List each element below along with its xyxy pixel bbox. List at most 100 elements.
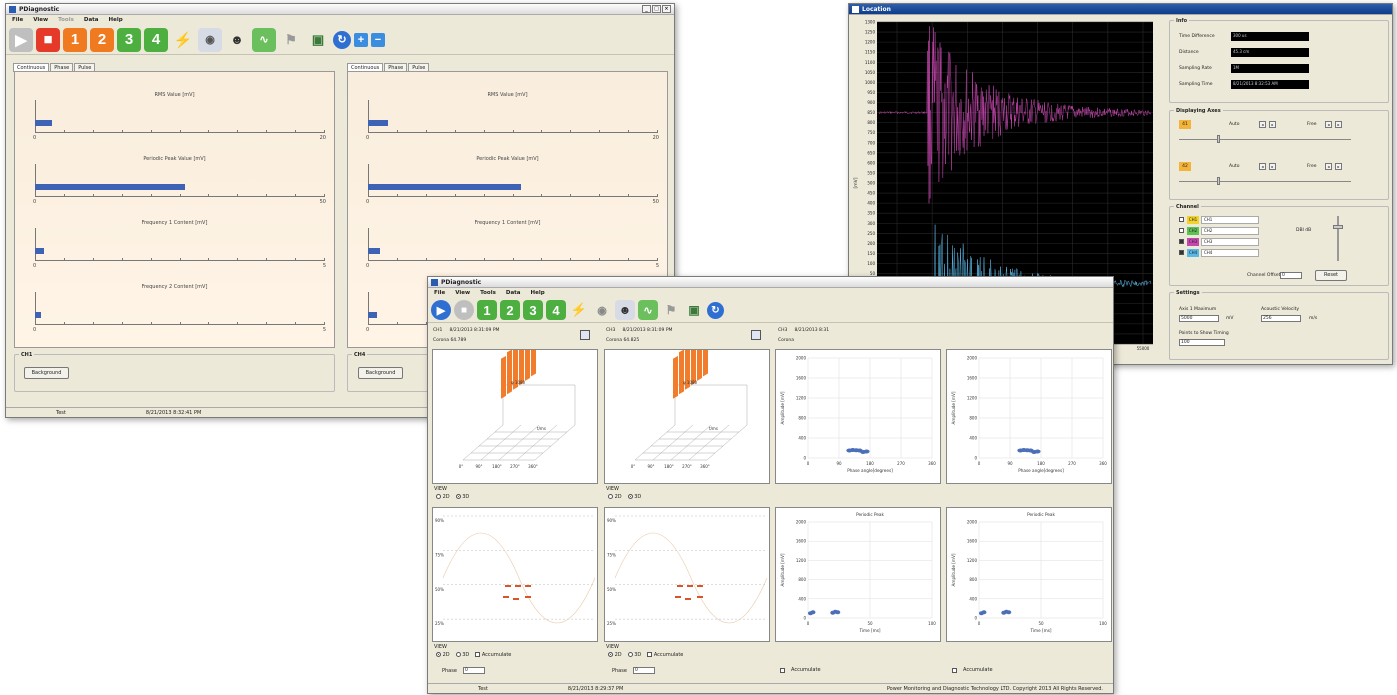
option-2d[interactable]: 2D xyxy=(436,652,450,658)
axis-max-select[interactable]: 5000 xyxy=(1179,315,1219,322)
accumulate-checkbox[interactable]: Accumulate xyxy=(475,652,511,658)
save-icon[interactable]: ▣ xyxy=(311,31,325,47)
menu-view[interactable]: View xyxy=(33,17,49,23)
tab-phase[interactable]: Phase xyxy=(50,63,74,72)
menu-file[interactable]: File xyxy=(434,290,446,296)
phase-pattern-ch1[interactable]: 90% 75% 50% 25% xyxy=(432,507,598,642)
step-left-icon[interactable]: ◂ xyxy=(1259,163,1266,170)
channel-checkbox[interactable] xyxy=(1179,239,1184,244)
menu-file[interactable]: File xyxy=(12,17,24,23)
lightning-icon[interactable]: ⚡ xyxy=(570,302,588,317)
save-icon[interactable]: ▣ xyxy=(688,303,700,317)
menu-help[interactable]: Help xyxy=(108,17,123,23)
menu-tools[interactable]: Tools xyxy=(480,290,496,296)
user-icon[interactable]: ☻ xyxy=(230,32,244,47)
menu-help[interactable]: Help xyxy=(530,290,545,296)
tab-continuous[interactable]: Continuous xyxy=(13,63,50,72)
step-left-icon[interactable]: ◂ xyxy=(1325,121,1332,128)
accumulate-checkbox[interactable]: Accumulate xyxy=(647,652,683,658)
close-icon[interactable]: × xyxy=(662,5,671,13)
periodic-peak-ch3[interactable]: Periodic Peak 2000 1600 1200 800 400 0 0 50 100 Ti… xyxy=(775,507,941,642)
play-button[interactable]: ▶ xyxy=(431,300,451,320)
zoom-out-icon[interactable]: − xyxy=(371,32,385,47)
accumulate-ch3[interactable]: Accumulate xyxy=(780,667,821,673)
channel-checkbox[interactable] xyxy=(1179,250,1184,255)
channel-3-button[interactable]: 3 xyxy=(117,27,141,52)
timing-select[interactable]: 100 xyxy=(1179,339,1225,346)
menu-view[interactable]: View xyxy=(455,290,471,296)
periodic-peak-ch4[interactable]: Periodic Peak 2000 1600 1200 800 400 0 0 50 100 Ti… xyxy=(946,507,1112,642)
option-3d[interactable]: 3D xyxy=(627,494,641,500)
reset-button[interactable]: Reset xyxy=(1315,270,1347,281)
stop-button[interactable]: ■ xyxy=(454,300,474,320)
lightning-icon[interactable]: ⚡ xyxy=(173,31,193,49)
step-right-icon[interactable]: ▸ xyxy=(1335,163,1342,170)
option-2d[interactable]: 2D xyxy=(436,494,450,500)
tab-continuous[interactable]: Continuous xyxy=(347,63,384,72)
maximize-icon[interactable]: □ xyxy=(652,5,661,13)
step-right-icon[interactable]: ▸ xyxy=(1335,121,1342,128)
stop-button[interactable]: ■ xyxy=(36,27,60,52)
export-icon[interactable] xyxy=(580,330,590,340)
channel-checkbox[interactable] xyxy=(1179,228,1184,233)
tab-phase[interactable]: Phase xyxy=(384,63,408,72)
menu-tools[interactable]: Tools xyxy=(58,17,74,23)
3d-phase-plot-ch3[interactable]: φ 1080 t/ms 0° 90° 180° 270° 360° xyxy=(604,323,770,484)
play-button[interactable]: ▶ xyxy=(9,27,33,52)
step-right-icon[interactable]: ▸ xyxy=(1269,163,1276,170)
axis-slider-thumb[interactable] xyxy=(1217,135,1220,143)
tab-pulse[interactable]: Pulse xyxy=(74,63,96,72)
channel-3-button[interactable]: 3 xyxy=(523,300,543,320)
acoustic-velocity-select[interactable]: 256 xyxy=(1261,315,1301,322)
channel-1-button[interactable]: 1 xyxy=(63,27,87,52)
flag-icon[interactable]: ⚑ xyxy=(285,31,297,47)
option-2d[interactable]: 2D xyxy=(608,652,622,658)
background-button[interactable]: Background xyxy=(24,367,69,379)
waveform-icon[interactable]: ∿ xyxy=(252,27,276,52)
channel-1-button[interactable]: 1 xyxy=(477,300,497,320)
user-icon[interactable]: ☻ xyxy=(615,300,635,320)
axis-slider[interactable] xyxy=(1179,139,1351,140)
step-left-icon[interactable]: ◂ xyxy=(1325,163,1332,170)
channel-2-button[interactable]: 2 xyxy=(500,300,520,320)
axis-slider[interactable] xyxy=(1179,181,1351,182)
acoustic-icon[interactable]: ◉ xyxy=(198,27,222,52)
channel-2-button[interactable]: 2 xyxy=(90,27,114,52)
dbi-slider-thumb[interactable] xyxy=(1333,225,1343,229)
minimize-icon[interactable]: _ xyxy=(642,5,651,13)
phase-select[interactable]: 0 xyxy=(632,667,655,674)
phase-scatter-ch4[interactable]: 2000 1600 1200 800 400 0 0 90 180 270 360 Phase ang… xyxy=(946,349,1112,484)
channel-checkbox[interactable] xyxy=(1179,217,1184,222)
channel-name-field[interactable]: CH2 xyxy=(1201,227,1259,235)
channel-name-field[interactable]: CH3 xyxy=(1201,238,1259,246)
flag-icon[interactable]: ⚑ xyxy=(665,303,677,317)
menu-data[interactable]: Data xyxy=(505,290,521,296)
waveform-icon[interactable]: ∿ xyxy=(638,300,658,320)
channel-4-button[interactable]: 4 xyxy=(546,300,566,320)
3d-phase-plot-ch1[interactable]: φ 1080 t/ms 0° 90° 180° 270° 360° xyxy=(432,323,598,484)
option-3d[interactable]: 3D xyxy=(627,652,641,658)
tab-pulse[interactable]: Pulse xyxy=(408,63,430,72)
phase-select[interactable]: 0 xyxy=(462,667,485,674)
axis-slider-thumb[interactable] xyxy=(1217,177,1220,185)
option-2d[interactable]: 2D xyxy=(608,494,622,500)
channel-offset-select[interactable]: 0 xyxy=(1280,272,1302,279)
export-icon[interactable] xyxy=(751,330,761,340)
accumulate-ch4[interactable]: Accumulate xyxy=(952,667,993,673)
option-3d[interactable]: 3D xyxy=(455,652,469,658)
channel-name-field[interactable]: CH4 xyxy=(1201,249,1259,257)
zoom-in-icon[interactable]: + xyxy=(354,32,368,47)
refresh-icon[interactable]: ↻ xyxy=(333,30,351,49)
background-button[interactable]: Background xyxy=(358,367,403,379)
channel-name-field[interactable]: CH1 xyxy=(1201,216,1259,224)
step-left-icon[interactable]: ◂ xyxy=(1259,121,1266,128)
acoustic-icon[interactable]: ◉ xyxy=(597,304,607,317)
dbi-slider[interactable] xyxy=(1337,216,1339,261)
menu-data[interactable]: Data xyxy=(83,17,99,23)
step-right-icon[interactable]: ▸ xyxy=(1269,121,1276,128)
phase-pattern-ch3[interactable]: 90% 75% 50% 25% xyxy=(604,507,770,642)
option-3d[interactable]: 3D xyxy=(455,494,469,500)
phase-scatter-ch3[interactable]: 2000 1600 1200 800 400 0 0 90 180 270 360 Phase ang… xyxy=(775,349,941,484)
refresh-icon[interactable]: ↻ xyxy=(707,301,724,319)
channel-4-button[interactable]: 4 xyxy=(144,27,168,52)
